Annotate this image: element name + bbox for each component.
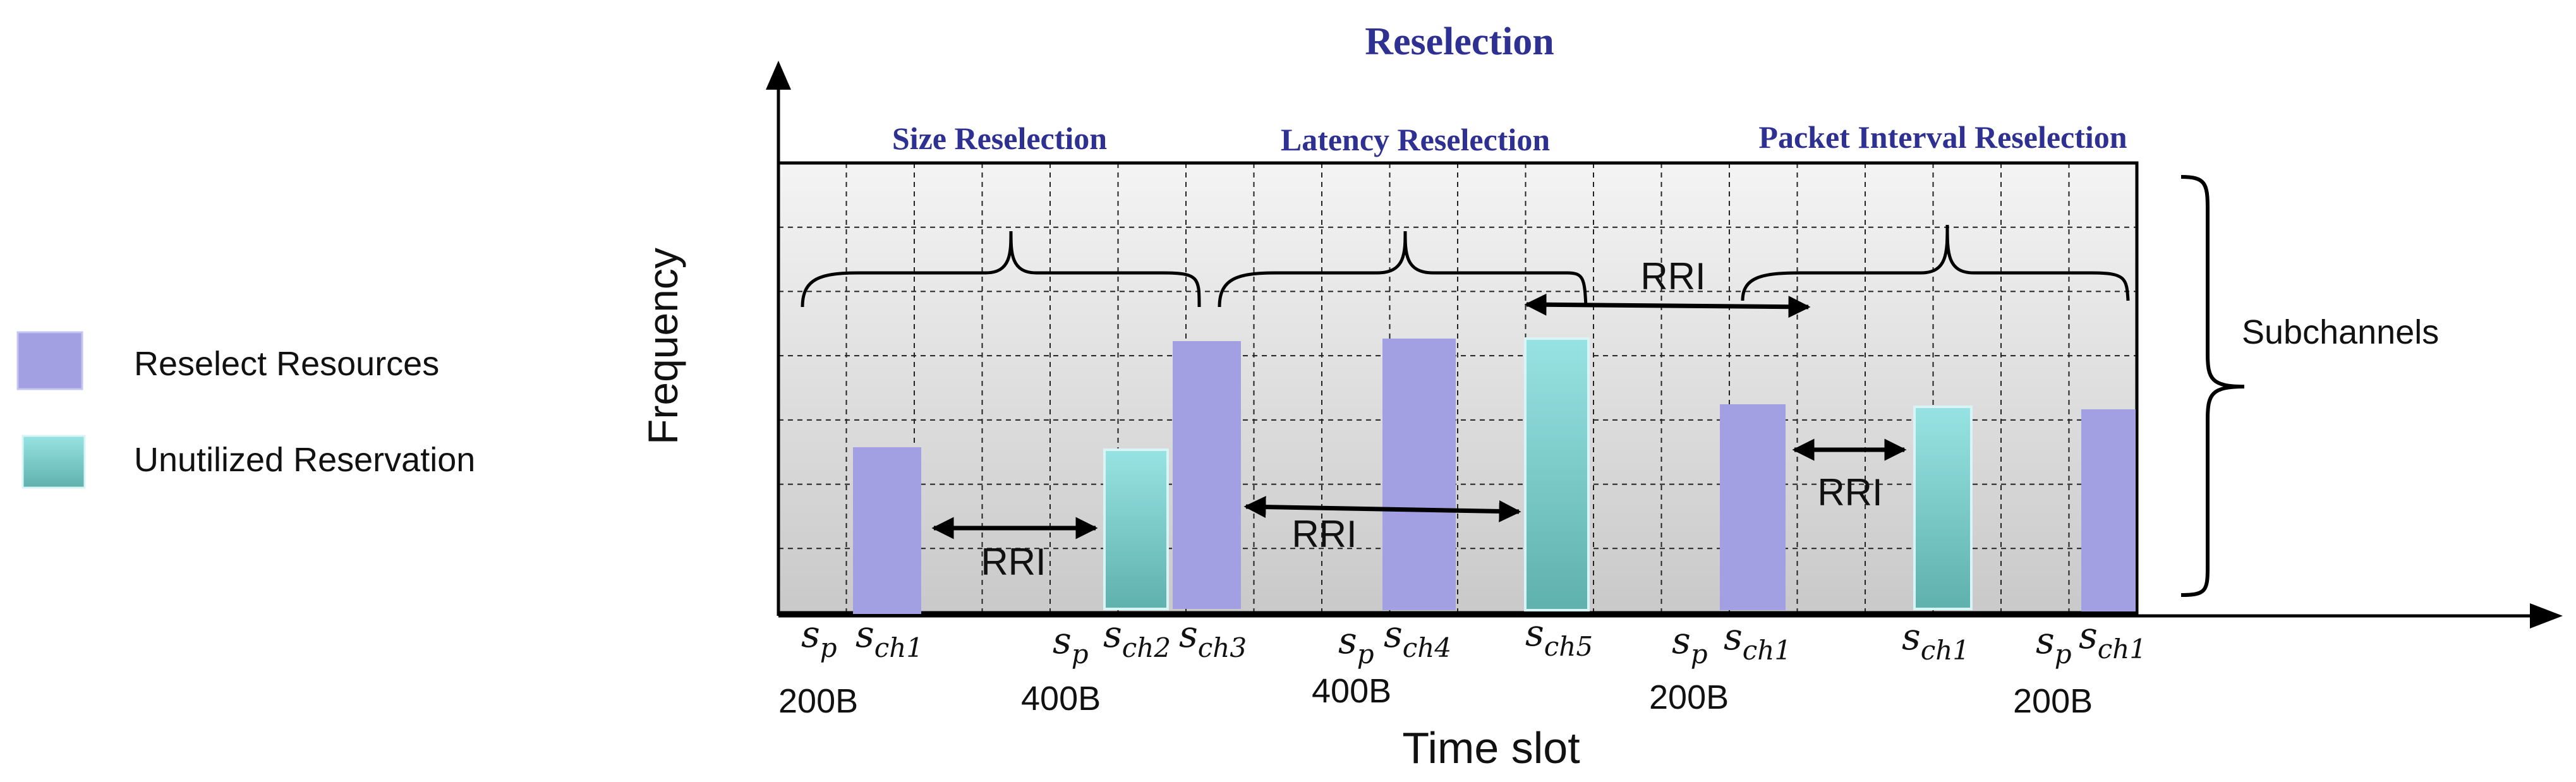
legend-label-reselect: Reselect Resources (134, 345, 439, 383)
slot-label: sch1 (2079, 614, 2146, 665)
svg-text:sch1: sch1 (856, 613, 923, 663)
packet-size-label: 400B (1021, 680, 1101, 718)
rri-label: RRI (1817, 471, 1882, 514)
reselect-resource-bar (853, 447, 921, 614)
svg-text:sch1: sch1 (2079, 614, 2146, 665)
subchannels-brace (2181, 177, 2244, 595)
slot-label: sp (1672, 619, 1708, 670)
rri-label: RRI (981, 541, 1046, 583)
svg-text:sch1: sch1 (1724, 615, 1791, 666)
subchannels-label: Subchannels (2242, 313, 2439, 351)
diagram-title: Reselection (1365, 20, 1554, 63)
svg-text:sp: sp (2036, 619, 2072, 670)
slot-label: sp (1338, 619, 1374, 670)
rri-label: RRI (1291, 513, 1357, 555)
slot-label: sp (801, 613, 837, 663)
section-label-latency: Latency Reselection (1281, 122, 1550, 157)
packet-size-label: 400B (1312, 672, 1391, 710)
reselect-resource-bar (1173, 341, 1241, 609)
reselect-resource-bar (1382, 339, 1456, 610)
svg-text:sp: sp (1672, 619, 1708, 670)
legend-label-unutilized: Unutilized Reservation (134, 441, 475, 479)
slot-label: sch3 (1179, 613, 1247, 663)
section-label-packet-interval: Packet Interval Reselection (1758, 119, 2127, 155)
unutilized-reservation-bar (1914, 407, 1971, 609)
legend: Reselect Resources Unutilized Reservatio… (18, 332, 475, 488)
y-axis-arrowhead (766, 61, 791, 90)
svg-text:sp: sp (1338, 619, 1374, 670)
svg-text:sch4: sch4 (1384, 613, 1451, 663)
svg-text:sch3: sch3 (1179, 613, 1247, 663)
svg-text:sch1: sch1 (1902, 615, 1969, 666)
legend-swatch-unutilized (23, 436, 85, 488)
svg-text:sp: sp (1053, 619, 1089, 670)
slot-label: sch1 (1902, 615, 1969, 666)
reselect-resource-bar (1720, 404, 1786, 610)
unutilized-reservation-bar (1525, 339, 1588, 610)
reselection-diagram: Reselection Size Reselection Latency Res… (0, 0, 2576, 782)
slot-label: sch1 (1724, 615, 1791, 666)
svg-text:sch5: sch5 (1525, 611, 1593, 662)
slot-label: sch1 (856, 613, 923, 663)
reselect-resource-bar (2081, 409, 2136, 611)
unutilized-reservation-bar (1104, 450, 1168, 609)
packet-size-label: 200B (1649, 678, 1729, 716)
x-axis-arrowhead (2530, 603, 2563, 629)
slot-label: sch2 (1103, 613, 1171, 663)
slot-label: sch4 (1384, 613, 1451, 663)
slot-label: sp (1053, 619, 1089, 670)
legend-swatch-reselect (18, 332, 82, 389)
svg-text:sp: sp (801, 613, 837, 663)
section-label-size: Size Reselection (892, 121, 1107, 156)
y-axis-label: Frequency (639, 248, 686, 445)
x-axis-label: Time slot (1402, 723, 1580, 773)
slot-label: sp (2036, 619, 2072, 670)
packet-size-label: 200B (2013, 682, 2093, 720)
slot-label: sch5 (1525, 611, 1593, 662)
packet-size-label: 200B (778, 682, 858, 720)
svg-text:sch2: sch2 (1103, 613, 1171, 663)
rri-arrow (1527, 304, 1808, 307)
rri-label: RRI (1640, 255, 1705, 298)
